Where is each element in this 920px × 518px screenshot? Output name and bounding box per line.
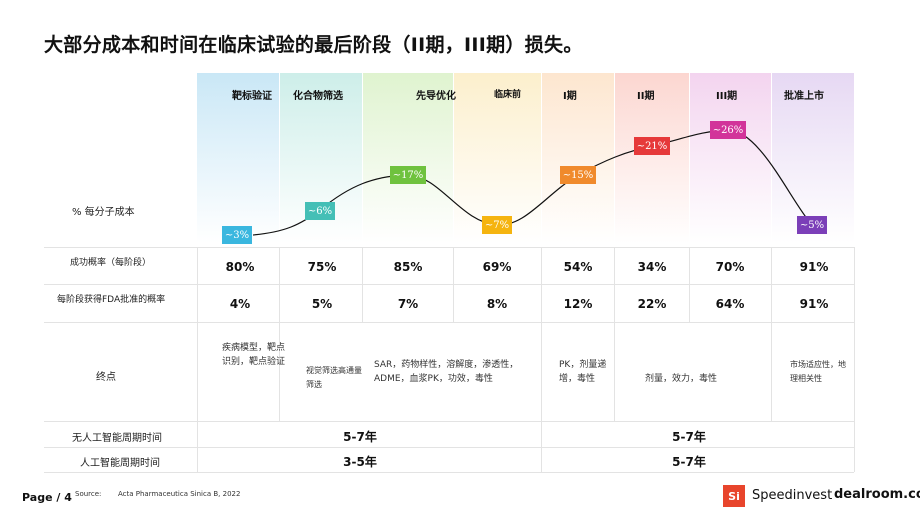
row-divider (44, 247, 854, 248)
fda-value-phase2: 22% (637, 297, 667, 311)
cost-marker-approval: ~5% (797, 216, 827, 234)
source-label: Source: (75, 490, 102, 498)
success-row-label: 成功概率（每阶段） (70, 258, 152, 268)
fda-value-target: 4% (229, 297, 251, 311)
fda-value-preclinical: 8% (486, 297, 508, 311)
endpoint-screening: 视觉筛选高通量筛选 (306, 366, 362, 389)
dealroom-logo: dealroom.co (834, 487, 920, 502)
col-divider (689, 247, 690, 322)
success-value-lead: 85% (393, 260, 423, 274)
page-title: 大部分成本和时间在临床试验的最后阶段（II期，III期）损失。 (44, 34, 583, 56)
stage-label-screening: 化合物筛选 (293, 91, 343, 102)
row-divider (44, 472, 854, 473)
speedinvest-logo-text: Speedinvest (752, 488, 833, 503)
col-divider (541, 247, 542, 472)
stage-bg-phase1 (542, 73, 614, 243)
col-divider (854, 247, 855, 472)
row-divider (44, 447, 854, 448)
row-divider (44, 322, 854, 323)
no-ai-discovery-time: 5-7年 (343, 430, 377, 444)
fda-value-lead: 7% (397, 297, 419, 311)
success-value-approval: 91% (799, 260, 829, 274)
ai-cycle-label: 人工智能周期时间 (80, 458, 160, 469)
ai-discovery-time: 3-5年 (343, 455, 377, 469)
col-divider (197, 247, 198, 472)
fda-row-label: 每阶段获得FDA批准的概率 (57, 295, 166, 305)
col-divider (771, 247, 772, 421)
stage-label-preclinical: 临床前 (494, 90, 522, 100)
col-divider (362, 247, 363, 322)
no-ai-clinical-time: 5-7年 (672, 430, 706, 444)
page-number: Page / 4 (22, 491, 72, 504)
speedinvest-logo-mark: Si (723, 485, 745, 507)
stage-label-approval: 批准上市 (784, 91, 824, 102)
success-value-preclinical: 69% (482, 260, 512, 274)
stage-label-phase3: III期 (716, 91, 738, 102)
fda-value-approval: 91% (799, 297, 829, 311)
endpoint-approval: 市场适应性，地理相关性 (790, 360, 846, 383)
row-divider (44, 421, 854, 422)
success-value-phase1: 54% (563, 260, 593, 274)
endpoint-lead: SAR，药物样性，溶解度，渗透性，ADME，血浆PK，功效，毒性 (374, 360, 519, 384)
no-ai-cycle-label: 无人工智能周期时间 (72, 433, 162, 444)
endpoint-phase1: PK，剂量递增，毒性 (559, 360, 607, 384)
cost-marker-target: ~3% (222, 226, 252, 244)
source-citation: Acta Pharmaceutica Sinica B, 2022 (118, 490, 241, 498)
success-value-screening: 75% (307, 260, 337, 274)
endpoint-target: 疾病模型，靶点识别，靶点验证 (222, 343, 286, 367)
col-divider (614, 247, 615, 421)
endpoint-row-label: 终点 (96, 372, 116, 383)
ai-clinical-time: 5-7年 (672, 455, 706, 469)
cost-row-label: % 每分子成本 (72, 207, 135, 218)
cost-marker-lead: ~17% (390, 166, 426, 184)
stage-label-target: 靶标验证 (232, 91, 272, 102)
cost-marker-screening: ~6% (305, 202, 335, 220)
stage-label-lead: 先导优化 (416, 91, 456, 102)
fda-value-phase1: 12% (563, 297, 593, 311)
row-divider (44, 284, 854, 285)
stage-label-phase2: II期 (637, 91, 655, 102)
cost-marker-phase1: ~15% (560, 166, 596, 184)
cost-marker-phase2: ~21% (634, 137, 670, 155)
cost-marker-phase3: ~26% (710, 121, 746, 139)
col-divider (453, 247, 454, 322)
endpoint-phase23: 剂量，效力，毒性 (645, 374, 718, 384)
cost-marker-preclinical: ~7% (482, 216, 512, 234)
fda-value-phase3: 64% (715, 297, 745, 311)
success-value-phase3: 70% (715, 260, 745, 274)
success-value-target: 80% (225, 260, 255, 274)
success-value-phase2: 34% (637, 260, 667, 274)
col-divider (279, 247, 280, 421)
fda-value-screening: 5% (311, 297, 333, 311)
stage-label-phase1: I期 (563, 91, 577, 102)
